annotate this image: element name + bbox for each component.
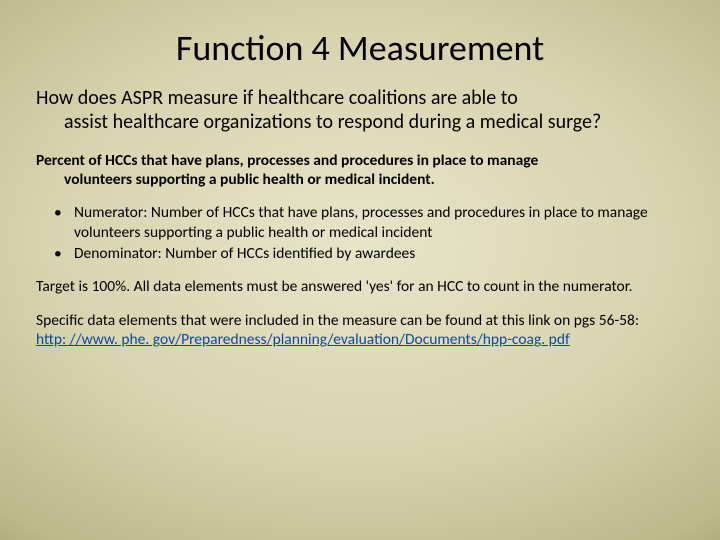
measure-cont: volunteers supporting a public health or… (36, 170, 684, 189)
slide-title: Function 4 Measurement (36, 28, 684, 69)
question-cont: assist healthcare organizations to respo… (36, 111, 684, 135)
list-item: Denominator: Number of HCCs identified b… (54, 244, 684, 263)
link-paragraph: Specific data elements that were include… (36, 311, 684, 350)
measure-line1: Percent of HCCs that have plans, process… (36, 151, 538, 170)
link-intro-text: Specific data elements that were include… (36, 311, 639, 330)
slide: Function 4 Measurement How does ASPR mea… (0, 0, 720, 540)
list-item: Numerator: Number of HCCs that have plan… (54, 203, 684, 242)
question-line1: How does ASPR measure if healthcare coal… (36, 86, 518, 110)
reference-link[interactable]: http: //www. phe. gov/Preparedness/plann… (36, 330, 570, 349)
target-paragraph: Target is 100%. All data elements must b… (36, 277, 684, 296)
measure-definition: Percent of HCCs that have plans, process… (36, 151, 684, 190)
bullet-list: Numerator: Number of HCCs that have plan… (36, 203, 684, 263)
question-paragraph: How does ASPR measure if healthcare coal… (36, 87, 684, 134)
